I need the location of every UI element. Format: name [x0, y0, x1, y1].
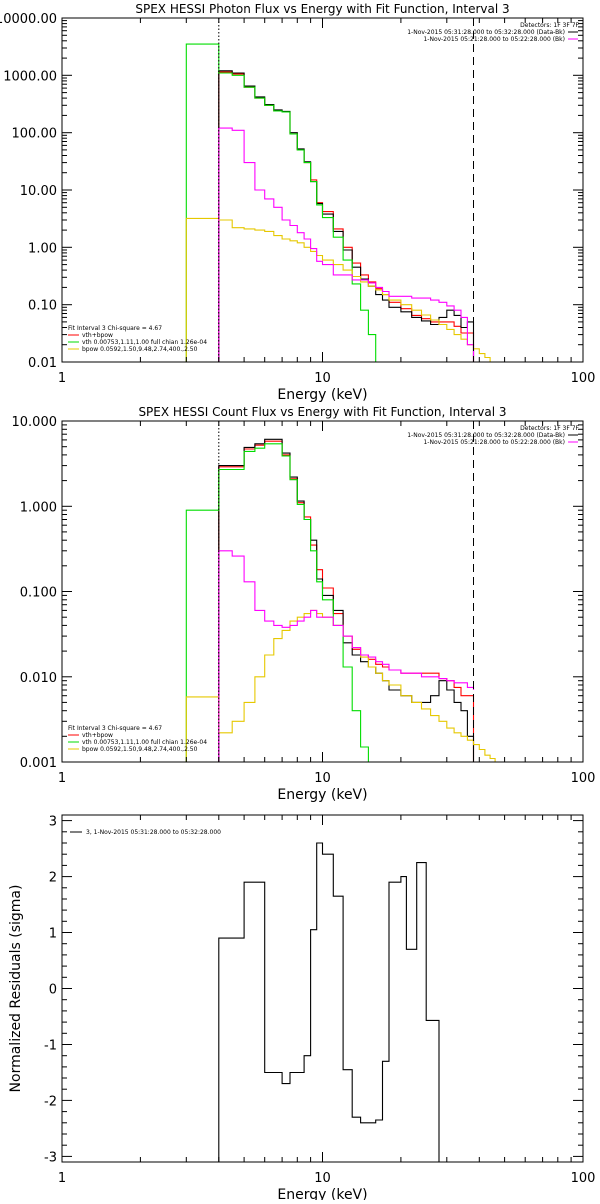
legend-right-entry: Detectors: 1F 3F 7F	[520, 22, 579, 29]
y-tick-label: 0.100	[20, 586, 57, 601]
y-tick-label: 100.00	[12, 127, 58, 142]
y-ticks: 0.01 0.10 1.00 10.00 100.00 1000.00 10000.00	[0, 12, 583, 371]
legend-left-entry: Fit Interval 3 Chi-square = 4.67	[68, 325, 162, 332]
y-tick-label: -3	[44, 1150, 57, 1165]
x-tick-label: 10	[314, 371, 331, 386]
x-axis-label: Energy (keV)	[277, 387, 367, 403]
legend-left-entry: bpow 0.0592,1.50,9.48,2.74,400.,2.50	[82, 346, 198, 353]
x-tick-label: 1	[58, 1171, 66, 1186]
x-axis-label: Energy (keV)	[277, 787, 367, 803]
x-tick-label: 100	[571, 771, 596, 786]
y-tick-label: 1.00	[28, 241, 57, 256]
y-tick-label: 10.000	[12, 415, 58, 430]
series-line-data	[218, 550, 475, 762]
x-ticks: 1 10 100	[58, 815, 596, 1186]
y-tick-label: 10000.00	[0, 12, 57, 27]
y-tick-label: 10.00	[20, 184, 57, 199]
x-tick-label: 100	[571, 1171, 596, 1186]
y-tick-label: -2	[44, 1094, 57, 1109]
series-line-vth	[185, 443, 376, 762]
y-tick-label: 1.000	[20, 500, 57, 515]
legend-left-entry: vth 0.00753,1.11,1.00 full chian 1.26e-0…	[82, 339, 207, 346]
legend-left-entry: vth+bpow	[82, 732, 113, 739]
y-ticks: 0.001 0.010 0.100 1.000 10.000	[12, 415, 583, 771]
x-tick-label: 10	[314, 1171, 331, 1186]
x-tick-label: 1	[58, 771, 66, 786]
y-tick-label: 0	[49, 983, 57, 998]
series-line-sum	[218, 71, 475, 362]
legend-left-entry: 3, 1-Nov-2015 05:31:28.000 to 05:32:28.0…	[86, 829, 221, 836]
series-line-bpow	[185, 217, 496, 362]
series-line-total	[218, 438, 475, 762]
series-line-data	[218, 127, 475, 362]
y-tick-label: 0.10	[28, 299, 57, 314]
legend-right-entry: 1-Nov-2015 05:21:28.000 to 05:22:28.000 …	[423, 439, 565, 446]
chart-title: SPEX HESSI Photon Flux vs Energy with Fi…	[135, 2, 509, 16]
series-line-vth	[185, 43, 383, 362]
series-group	[185, 438, 516, 762]
chart-panel-3: 1 10 100 -3 -2 -1 0 1 2 3 Energy (keV) Normalized R…	[8, 814, 596, 1203]
chart-title: SPEX HESSI Count Flux vs Energy with Fit…	[138, 405, 506, 419]
legend-right-entry: 1-Nov-2015 05:21:28.000 to 05:22:28.000 …	[423, 36, 565, 43]
y-axis-label: Normalized Residuals (sigma)	[8, 885, 24, 1093]
y-tick-label: -1	[44, 1039, 57, 1054]
y-tick-label: 0.01	[28, 356, 57, 371]
legend-left-entry: bpow 0.0592,1.50,9.48,2.74,400.,2.50	[82, 746, 198, 753]
series-group	[218, 842, 452, 1162]
x-axis-label: Energy (keV)	[277, 1187, 367, 1200]
series-line-total	[218, 70, 475, 362]
legend-right-entry: 1-Nov-2015 05:31:28.000 to 05:32:28.000 …	[407, 432, 565, 439]
plot-frame	[61, 814, 584, 1163]
y-ticks: -3 -2 -1 0 1 2 3	[44, 815, 583, 1165]
legend-left-entry: Fit Interval 3 Chi-square = 4.67	[68, 725, 162, 732]
x-tick-label: 100	[571, 371, 596, 386]
series-group	[185, 43, 496, 362]
x-ticks: 1 10 100	[58, 421, 596, 786]
legend-right-entry: Detectors: 1F 3F 7F	[520, 425, 579, 432]
x-tick-label: 10	[314, 771, 331, 786]
y-tick-label: 2	[49, 871, 57, 886]
y-tick-label: 0.010	[20, 671, 57, 686]
legend-left-entry: vth+bpow	[82, 332, 113, 339]
y-tick-label: 3	[49, 815, 57, 830]
plot-frame	[61, 17, 584, 363]
series-line-total	[218, 842, 452, 1162]
chart-panel-1: 1 10 100 0.01 0.10 1.00 10.00 100.00 1000.00 1000…	[0, 2, 595, 403]
y-tick-label: 1000.00	[3, 69, 57, 84]
y-tick-label: 1	[49, 927, 57, 942]
series-line-sum	[218, 440, 475, 762]
series-line-bpow	[185, 609, 516, 762]
chart-panel-2: 1 10 100 0.001 0.010 0.100 1.000 10.000 SPEX HES…	[12, 405, 596, 803]
x-ticks: 1 10 100	[58, 18, 596, 386]
y-tick-label: 0.001	[20, 756, 57, 771]
x-tick-label: 1	[58, 371, 66, 386]
legend-right-entry: 1-Nov-2015 05:31:28.000 to 05:32:28.000 …	[407, 29, 565, 36]
legend-left-entry: vth 0.00753,1.11,1.00 full chian 1.26e-0…	[82, 739, 207, 746]
